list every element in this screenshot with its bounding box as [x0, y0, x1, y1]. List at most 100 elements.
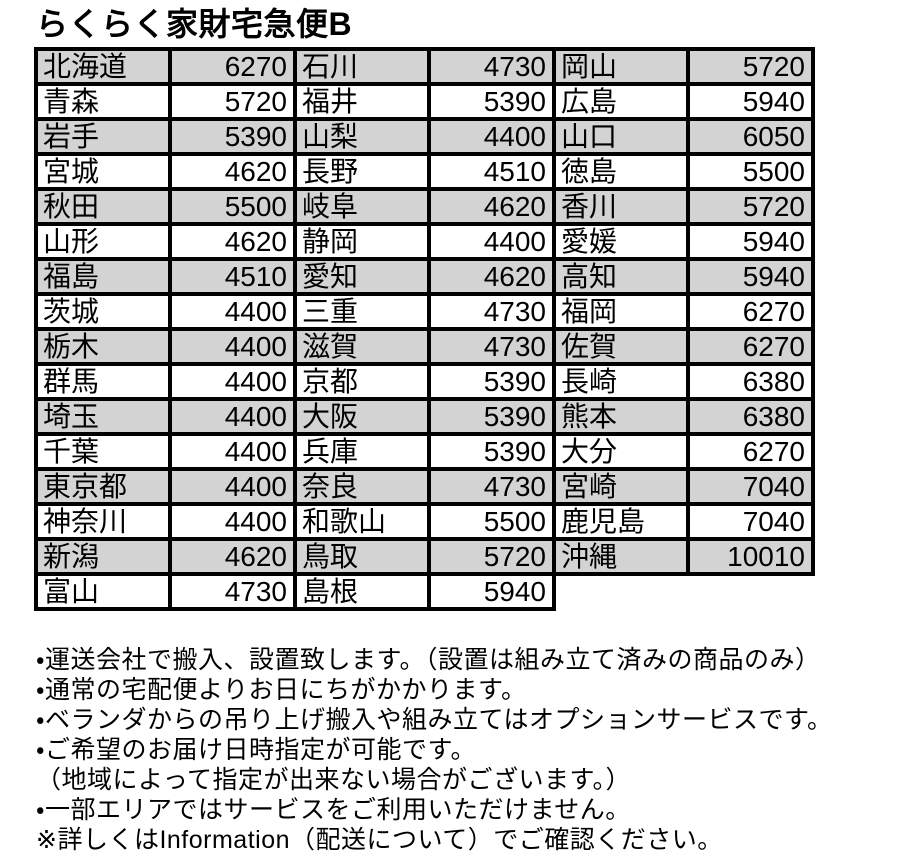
price-cell: 4620	[168, 221, 297, 261]
price-cell: 5940	[686, 256, 815, 296]
price-cell: 4730	[427, 466, 556, 506]
price-cell: 4730	[168, 571, 297, 611]
prefecture-cell: 長野	[293, 151, 431, 191]
price-cell: 5500	[168, 186, 297, 226]
price-cell: 4400	[168, 326, 297, 366]
table-row: 宮城 4620 長野 4510 徳島 5500	[34, 151, 815, 191]
note-line: ※詳しくはInformation（配送について）でご確認ください。	[36, 825, 723, 854]
prefecture-cell: 千葉	[34, 431, 172, 471]
prefecture-cell: 静岡	[293, 221, 431, 261]
prefecture-cell: 宮崎	[552, 466, 690, 506]
table-row: 群馬 4400 京都 5390 長崎 6380	[34, 361, 815, 401]
prefecture-cell: 福井	[293, 81, 431, 121]
price-cell: 5940	[686, 221, 815, 261]
prefecture-cell: 佐賀	[552, 326, 690, 366]
prefecture-cell: 岐阜	[293, 186, 431, 226]
prefecture-cell: 三重	[293, 291, 431, 331]
price-cell: 5720	[686, 186, 815, 226]
prefecture-cell: 香川	[552, 186, 690, 226]
note-line: ・運送会社で搬入、設置致します。（設置は組み立て済みの商品のみ）	[36, 645, 821, 674]
prefecture-cell: 熊本	[552, 396, 690, 436]
prefecture-cell: 東京都	[34, 466, 172, 506]
table-row: 北海道 6270 石川 4730 岡山 5720	[34, 46, 815, 86]
price-cell: 5940	[427, 571, 556, 611]
table-row: 富山 4730 島根 5940	[34, 571, 813, 611]
price-cell: 6270	[686, 431, 815, 471]
table-row: 青森 5720 福井 5390 広島 5940	[34, 81, 815, 121]
price-cell: 4400	[168, 501, 297, 541]
price-cell: 6270	[686, 291, 815, 331]
price-cell: 4400	[427, 116, 556, 156]
table-row: 東京都 4400 奈良 4730 宮崎 7040	[34, 466, 815, 506]
note-line: ・一部エリアではサービスをご利用いただけません。	[36, 795, 631, 824]
prefecture-cell: 群馬	[34, 361, 172, 401]
prefecture-cell: 和歌山	[293, 501, 431, 541]
prefecture-cell: 山形	[34, 221, 172, 261]
table-row: 岩手 5390 山梨 4400 山口 6050	[34, 116, 815, 156]
prefecture-cell: 大分	[552, 431, 690, 471]
prefecture-cell: 島根	[293, 571, 431, 611]
prefecture-cell: 長崎	[552, 361, 690, 401]
price-cell: 6050	[686, 116, 815, 156]
price-cell: 5390	[168, 116, 297, 156]
prefecture-cell: 広島	[552, 81, 690, 121]
prefecture-cell: 大阪	[293, 396, 431, 436]
prefecture-cell: 奈良	[293, 466, 431, 506]
prefecture-cell: 山口	[552, 116, 690, 156]
prefecture-cell: 茨城	[34, 291, 172, 331]
prefecture-cell: 愛媛	[552, 221, 690, 261]
note-line: （地域によって指定が出来ない場合がございます。）	[36, 765, 632, 794]
price-cell: 4730	[427, 326, 556, 366]
note-line: ・通常の宅配便よりお日にちがかかります。	[36, 675, 527, 704]
price-cell: 4510	[168, 256, 297, 296]
table-row: 神奈川 4400 和歌山 5500 鹿児島 7040	[34, 501, 815, 541]
price-cell: 4400	[168, 361, 297, 401]
table-row: 秋田 5500 岐阜 4620 香川 5720	[34, 186, 815, 226]
price-cell: 5720	[686, 46, 815, 86]
price-cell: 6270	[686, 326, 815, 366]
table-row: 茨城 4400 三重 4730 福岡 6270	[34, 291, 815, 331]
table-row: 埼玉 4400 大阪 5390 熊本 6380	[34, 396, 815, 436]
note-line: ・ベランダからの吊り上げ搬入や組み立てはオプションサービスです。	[36, 705, 833, 734]
price-cell: 6380	[686, 396, 815, 436]
prefecture-cell: 兵庫	[293, 431, 431, 471]
price-cell: 4400	[427, 221, 556, 261]
prefecture-cell: 神奈川	[34, 501, 172, 541]
prefecture-cell: 埼玉	[34, 396, 172, 436]
table-row: 栃木 4400 滋賀 4730 佐賀 6270	[34, 326, 815, 366]
price-cell: 10010	[686, 536, 815, 576]
price-cell: 5500	[686, 151, 815, 191]
prefecture-cell: 新潟	[34, 536, 172, 576]
price-cell: 6380	[686, 361, 815, 401]
prefecture-cell: 宮城	[34, 151, 172, 191]
price-cell: 4730	[427, 291, 556, 331]
price-cell: 5720	[427, 536, 556, 576]
price-cell: 5390	[427, 361, 556, 401]
note-line: ・ご希望のお届け日時指定が可能です。	[36, 735, 477, 764]
price-cell: 4400	[168, 431, 297, 471]
price-cell: 6270	[168, 46, 297, 86]
table-row: 新潟 4620 鳥取 5720 沖縄 10010	[34, 536, 815, 576]
notes: ・運送会社で搬入、設置致します。（設置は組み立て済みの商品のみ） ・通常の宅配便よ…	[36, 645, 900, 855]
prefecture-cell: 京都	[293, 361, 431, 401]
page-title: らくらく家財宅急便B	[36, 6, 353, 42]
price-cell: 4730	[427, 46, 556, 86]
rate-table-body: 北海道 6270 石川 4730 岡山 5720 青森 5720 福井 5390 広島 5940 岩手 5…	[34, 46, 815, 611]
price-cell: 5720	[168, 81, 297, 121]
price-cell: 5390	[427, 81, 556, 121]
prefecture-cell: 岡山	[552, 46, 690, 86]
prefecture-cell: 鳥取	[293, 536, 431, 576]
prefecture-cell: 沖縄	[552, 536, 690, 576]
price-cell: 5390	[427, 396, 556, 436]
prefecture-cell: 青森	[34, 81, 172, 121]
prefecture-cell: 北海道	[34, 46, 172, 86]
prefecture-cell: 滋賀	[293, 326, 431, 366]
price-cell: 4400	[168, 396, 297, 436]
prefecture-cell: 山梨	[293, 116, 431, 156]
prefecture-cell: 福岡	[552, 291, 690, 331]
prefecture-cell: 石川	[293, 46, 431, 86]
prefecture-cell: 秋田	[34, 186, 172, 226]
prefecture-cell: 福島	[34, 256, 172, 296]
prefecture-cell: 岩手	[34, 116, 172, 156]
